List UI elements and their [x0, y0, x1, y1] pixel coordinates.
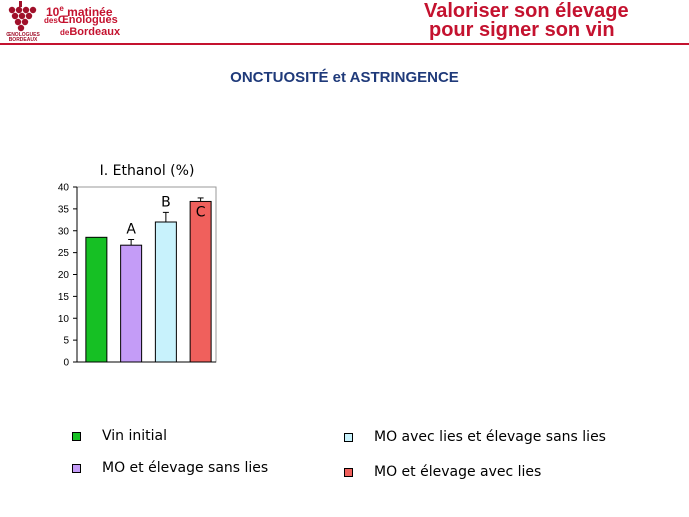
grape-cluster-icon [8, 1, 37, 32]
y-tick-label: 0 [63, 358, 69, 369]
event-matinee: matinée [63, 5, 113, 19]
legend-swatch [72, 463, 81, 473]
header-rule [0, 43, 689, 45]
legend-swatch [344, 432, 353, 442]
slide-title: ONCTUOSITÉ et ASTRINGENCE [230, 69, 459, 86]
headline-line1: Valoriser son élevage [424, 0, 629, 22]
legend-item-mo-avec-lies: MO et élevage avec lies [344, 464, 541, 480]
significance-letter: C [196, 204, 206, 220]
chart-title: I. Ethanol (%) [100, 163, 195, 179]
ethanol-bar-chart: I. Ethanol (%) 0 5 10 15 20 25 30 35 40 A B C [58, 163, 217, 369]
y-tick-label: 40 [58, 183, 70, 194]
y-tick-label: 35 [58, 204, 70, 215]
y-tick-label: 25 [58, 248, 70, 259]
legend-item-vin-initial: Vin initial [72, 428, 167, 444]
event-bordeaux: Bordeaux [69, 26, 121, 38]
legend-swatch [344, 467, 353, 477]
y-tick-label: 15 [58, 292, 70, 303]
y-tick-label: 10 [58, 314, 70, 325]
legend-label: Vin initial [102, 428, 167, 444]
y-tick-label: 20 [58, 270, 70, 281]
bar [154, 221, 177, 363]
event-oenologues: Œnologues [57, 14, 118, 26]
event-number-sup: e [59, 4, 64, 13]
legend-label: MO et élevage avec lies [374, 464, 542, 480]
bar [85, 236, 108, 363]
legend-swatch [72, 431, 81, 441]
y-tick-label: 5 [63, 336, 69, 347]
y-tick-label: 30 [58, 226, 70, 237]
headline-line2: pour signer son vin [429, 19, 615, 41]
significance-letter: A [126, 222, 136, 238]
legend-item-mo-avec-lies-sans-lies: MO avec lies et élevage sans lies [344, 429, 606, 445]
event-number: 10 [46, 5, 60, 19]
event-des: des [44, 16, 58, 25]
logo-caption: ŒNOLOGUES BORDEAUX [6, 32, 40, 43]
legend-item-mo-sans-lies: MO et élevage sans lies [72, 460, 268, 476]
legend-label: MO et élevage sans lies [102, 460, 269, 476]
bar [120, 244, 143, 363]
slide-header: ŒNOLOGUES BORDEAUX 10e matinée desŒnolog… [0, 0, 689, 45]
significance-letter: B [161, 194, 171, 210]
event-de: de [60, 28, 70, 37]
legend-label: MO avec lies et élevage sans lies [374, 429, 606, 445]
oenologues-logo: ŒNOLOGUES BORDEAUX [2, 0, 40, 43]
bar [189, 200, 212, 363]
